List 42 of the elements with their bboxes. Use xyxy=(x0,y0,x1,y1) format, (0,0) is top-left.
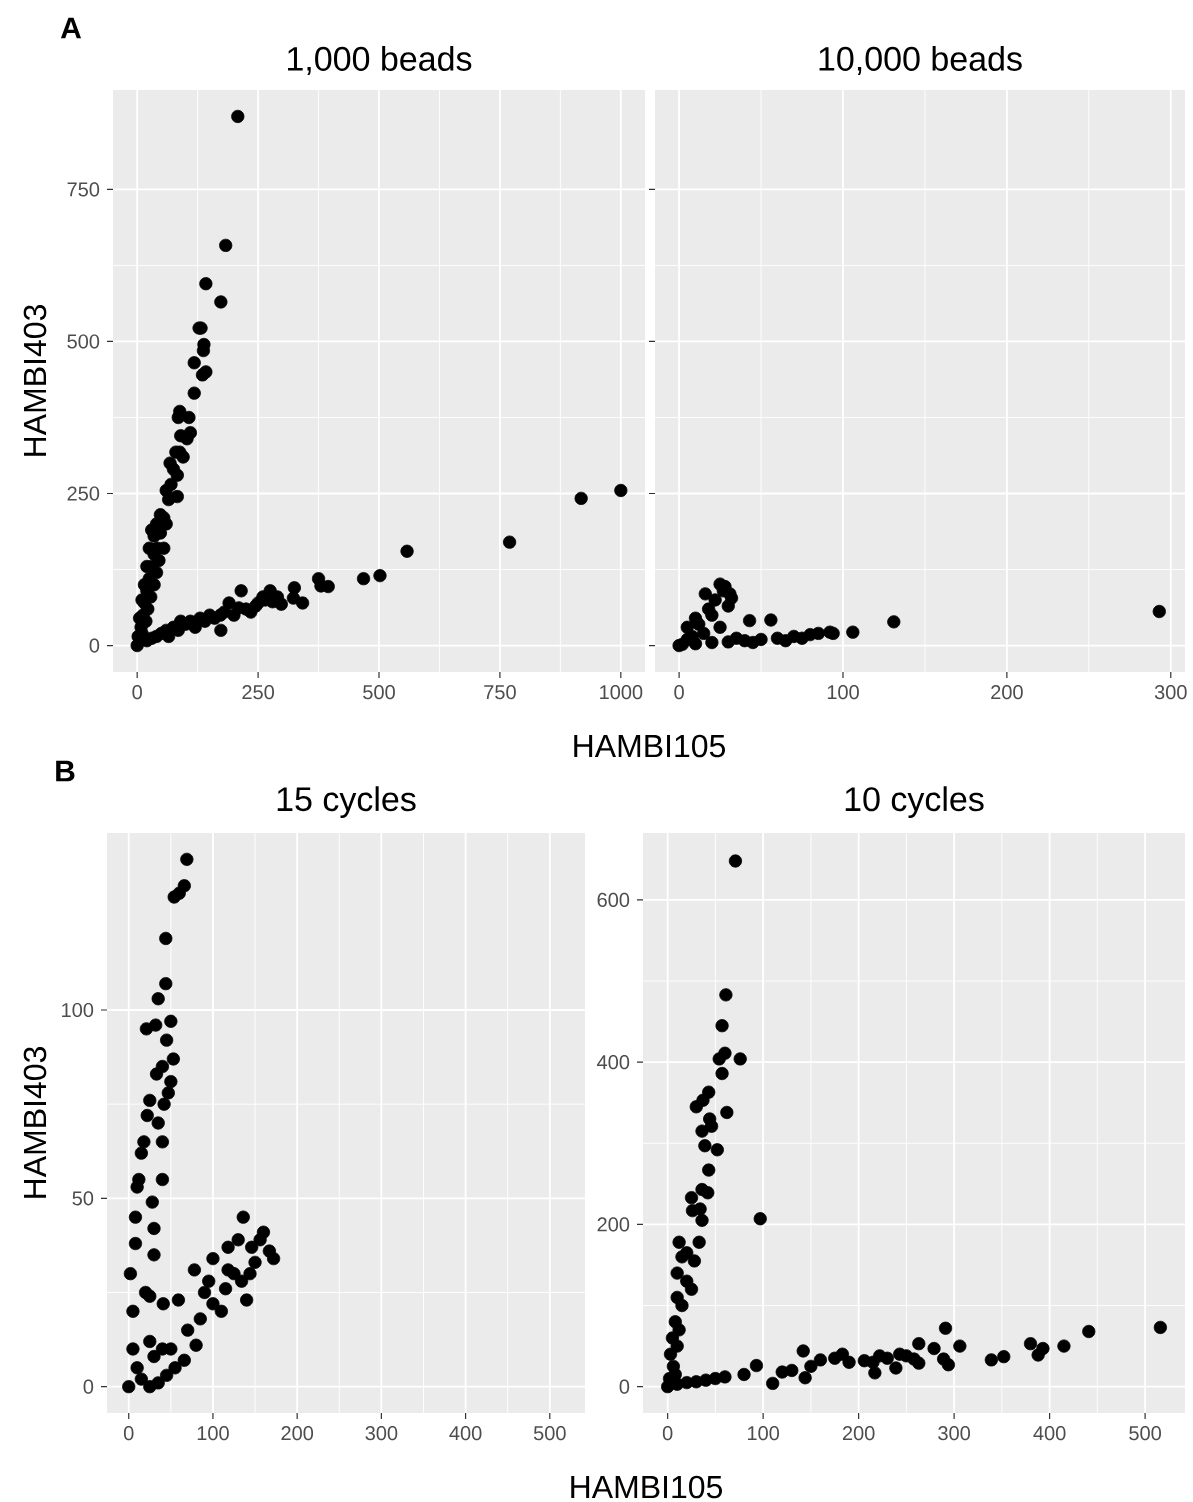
x-tick-label: 300 xyxy=(938,1426,971,1441)
x-tick-label: 100 xyxy=(747,1426,780,1441)
x-tick-label: 100 xyxy=(197,1426,229,1441)
x-tick-label: 250 xyxy=(242,685,274,700)
x-axis-title: HAMBI105 xyxy=(574,734,726,758)
x-tick-label: 500 xyxy=(1129,1426,1162,1441)
chart-title: 1,000 beads xyxy=(288,45,472,75)
x-tick-label: 0 xyxy=(674,685,684,700)
y-axis-title: HAMBI403 xyxy=(23,1047,47,1198)
x-tick-label: 300 xyxy=(365,1426,398,1441)
x-tick-label: 400 xyxy=(1033,1426,1066,1441)
x-tick-label: 0 xyxy=(123,1426,134,1441)
y-tick-label: 750 xyxy=(67,182,100,197)
chart-title: 10 cycles xyxy=(845,786,984,818)
x-tick-label: 750 xyxy=(484,685,516,700)
y-tick-label: 0 xyxy=(83,1379,94,1394)
x-tick-label: 0 xyxy=(662,1426,673,1441)
y-tick-label: 0 xyxy=(89,638,100,653)
x-axis-title: HAMBI105 xyxy=(571,1475,723,1499)
text: A xyxy=(60,17,82,39)
x-tick-label: 200 xyxy=(281,1426,314,1441)
x-tick-label: 100 xyxy=(827,685,859,700)
text: B xyxy=(56,760,75,782)
y-tick-label: 100 xyxy=(62,1002,94,1018)
y-tick-label: 50 xyxy=(72,1191,94,1206)
y-tick-label: 200 xyxy=(597,1217,630,1232)
y-tick-label: 500 xyxy=(67,334,100,349)
x-tick-label: 500 xyxy=(363,685,395,700)
y-axis-title: HAMBI403 xyxy=(23,305,47,456)
chart-title: 15 cycles xyxy=(277,786,416,818)
x-tick-label: 400 xyxy=(449,1426,482,1441)
y-tick-label: 600 xyxy=(597,892,630,907)
x-tick-label: 300 xyxy=(1154,685,1187,700)
x-tick-label: 1000 xyxy=(600,685,643,700)
x-tick-label: 200 xyxy=(991,685,1023,700)
y-tick-label: 400 xyxy=(597,1055,630,1070)
x-tick-label: 0 xyxy=(132,685,142,700)
x-tick-label: 200 xyxy=(842,1426,875,1441)
y-tick-label: 0 xyxy=(619,1379,630,1394)
y-tick-label: 250 xyxy=(67,486,100,501)
chart-title: 10,000 beads xyxy=(819,45,1022,75)
x-tick-label: 500 xyxy=(533,1426,566,1441)
